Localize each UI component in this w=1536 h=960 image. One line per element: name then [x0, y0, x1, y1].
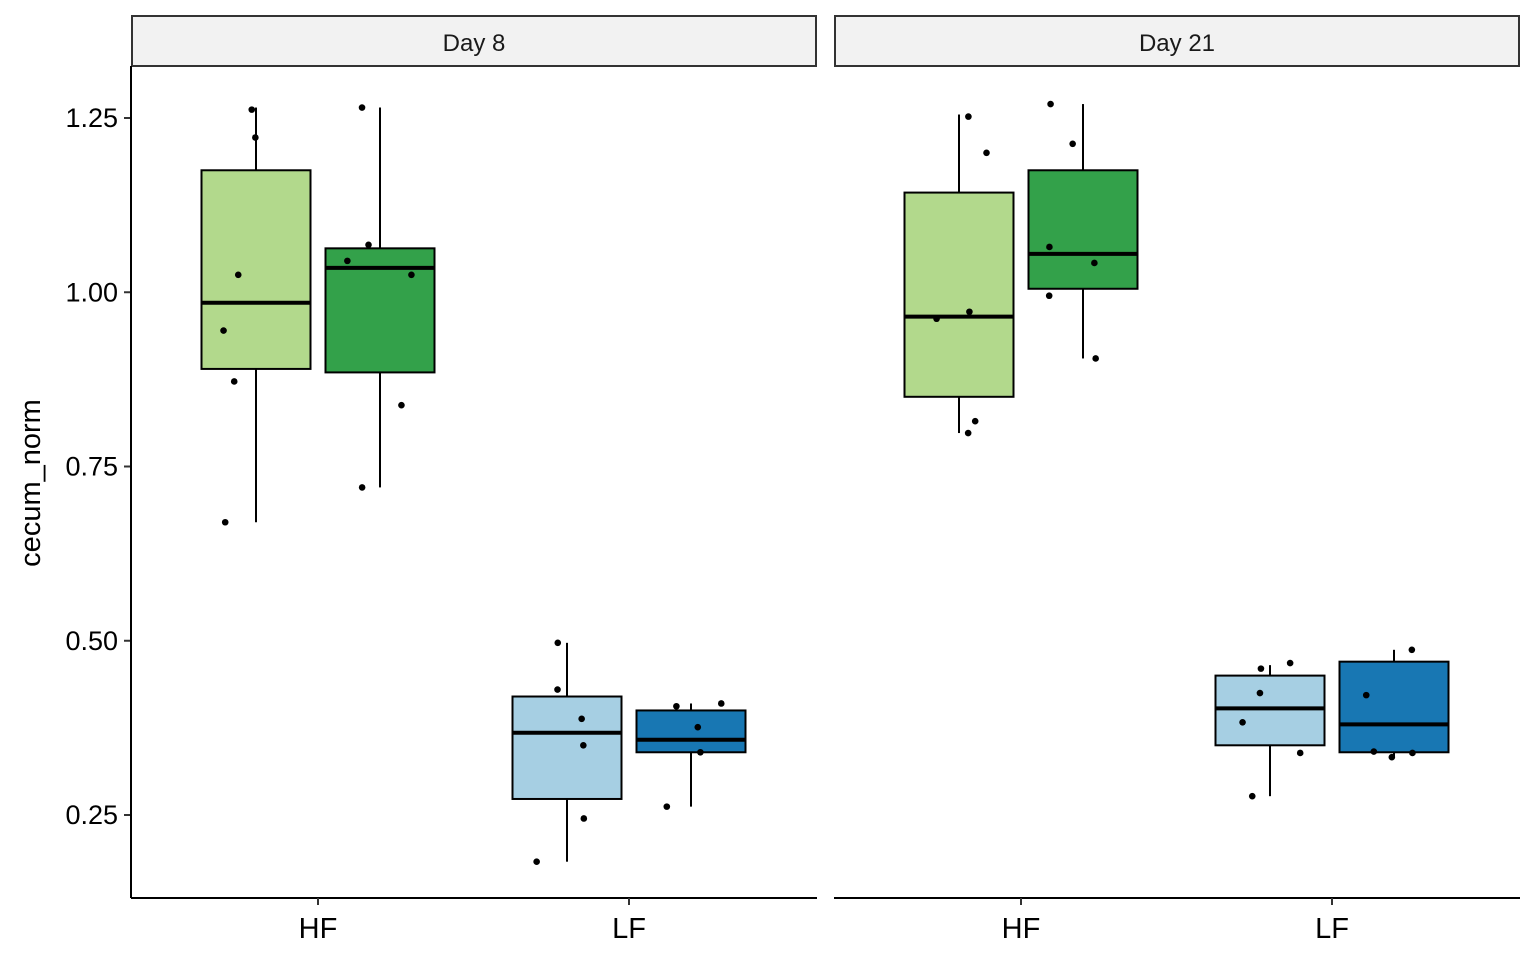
- y-axis: 0.25 0.50 0.75 1.00 1.25: [65, 66, 132, 898]
- data-point: [1286, 659, 1294, 667]
- data-point: [1408, 646, 1416, 654]
- data-point: [1239, 718, 1246, 726]
- data-point: [663, 803, 671, 810]
- data-point: [344, 257, 351, 265]
- facet-strip-label: Day 21: [1139, 30, 1215, 57]
- data-point: [1370, 748, 1378, 755]
- facet-strip-label: Day 8: [443, 30, 506, 57]
- data-point: [1256, 689, 1264, 697]
- x-tick-label: LF: [612, 913, 646, 945]
- data-point: [234, 271, 242, 279]
- x-tick-label: HF: [299, 913, 338, 945]
- data-point: [365, 241, 372, 249]
- facet-panel: Day 21 HF LF: [834, 15, 1520, 945]
- y-tick-label: 1.00: [65, 277, 118, 307]
- data-point: [1362, 691, 1370, 699]
- data-point: [964, 429, 972, 437]
- box: [903, 191, 1015, 398]
- x-tick-label: HF: [1002, 913, 1041, 945]
- data-point: [1248, 792, 1256, 800]
- facet-strip: [131, 15, 817, 67]
- data-point: [1091, 259, 1098, 267]
- data-point: [971, 417, 979, 425]
- data-point: [580, 815, 588, 822]
- box: [635, 709, 747, 754]
- box-group: [511, 639, 623, 865]
- box: [200, 169, 312, 370]
- facet-strip: [834, 15, 1520, 67]
- y-tick-label: 0.75: [65, 452, 118, 482]
- box-group: [1027, 100, 1139, 362]
- data-point: [220, 327, 227, 334]
- data-point: [933, 315, 940, 323]
- data-point: [554, 686, 561, 693]
- box: [1027, 169, 1139, 290]
- data-point: [1409, 749, 1416, 757]
- data-point: [697, 748, 704, 756]
- data-point: [252, 134, 259, 141]
- data-point: [578, 715, 585, 723]
- y-tick-label: 0.50: [65, 626, 118, 656]
- data-point: [1045, 292, 1053, 300]
- facet-panel: Day 8 HF LF: [131, 15, 817, 945]
- data-point: [580, 742, 587, 749]
- data-point: [983, 149, 990, 157]
- y-axis-title: cecum_norm: [15, 399, 47, 567]
- y-tick-label: 0.25: [65, 800, 118, 830]
- data-point: [1257, 665, 1265, 672]
- data-point: [398, 401, 405, 409]
- box: [1338, 660, 1450, 754]
- data-point: [1069, 140, 1076, 148]
- data-point: [1296, 749, 1304, 757]
- data-point: [673, 702, 680, 710]
- data-point: [248, 106, 256, 113]
- data-point: [533, 858, 540, 865]
- data-point: [717, 700, 725, 707]
- box-group: [1338, 646, 1450, 761]
- box-group: [200, 106, 312, 526]
- data-point: [1388, 753, 1396, 761]
- facet-panels: Day 8 HF LF Day 21 HF LF: [131, 15, 1520, 945]
- data-point: [1047, 100, 1054, 108]
- data-point: [966, 308, 973, 316]
- box-group: [635, 700, 747, 810]
- data-point: [965, 113, 972, 120]
- data-point: [1092, 355, 1099, 362]
- data-point: [554, 639, 562, 647]
- data-point: [221, 518, 229, 526]
- data-point: [694, 723, 702, 731]
- data-point: [358, 104, 366, 111]
- box-group: [1214, 659, 1326, 800]
- box-group: [324, 104, 436, 491]
- x-tick-label: LF: [1315, 913, 1349, 945]
- data-point: [230, 378, 238, 385]
- data-point: [358, 484, 366, 491]
- box-group: [903, 113, 1015, 437]
- y-tick-label: 1.25: [65, 103, 118, 133]
- data-point: [408, 271, 415, 279]
- box: [511, 695, 623, 800]
- box: [1214, 674, 1326, 747]
- data-point: [1046, 243, 1053, 251]
